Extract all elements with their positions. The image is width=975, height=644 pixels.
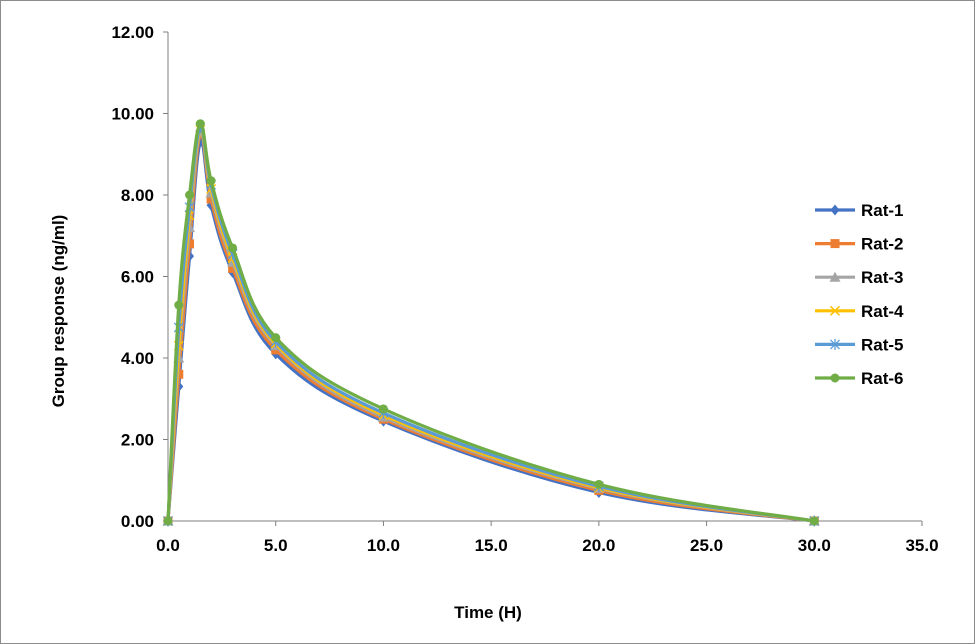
data-point [271, 333, 281, 343]
legend-label: Rat-2 [861, 235, 904, 254]
data-point [174, 300, 184, 310]
x-tick-label: 10.0 [367, 536, 400, 555]
x-tick-label: 25.0 [690, 536, 723, 555]
legend-item-rat-4: Rat-4 [815, 302, 904, 321]
x-tick-label: 15.0 [475, 536, 508, 555]
legend-item-rat-1: Rat-1 [815, 201, 904, 220]
data-point [195, 119, 205, 129]
legend-label: Rat-4 [861, 302, 904, 321]
legend-item-rat-6: Rat-6 [815, 369, 904, 388]
y-tick-label: 6.00 [121, 268, 154, 287]
x-tick-label: 20.0 [582, 536, 615, 555]
y-tick-label: 4.00 [121, 349, 154, 368]
x-tick-label: 30.0 [798, 536, 831, 555]
legend-label: Rat-6 [861, 369, 904, 388]
legend-item-rat-2: Rat-2 [815, 235, 904, 254]
x-tick-label: 0.0 [156, 536, 180, 555]
legend-marker [829, 271, 841, 282]
legend-label: Rat-5 [861, 335, 904, 354]
legend: Rat-1 Rat-2 Rat-3 Rat-4 Rat-5 Rat-6 [815, 201, 904, 388]
legend-marker [830, 373, 840, 383]
legend-marker [830, 239, 840, 249]
y-tick-label: 0.00 [121, 512, 154, 531]
legend-label: Rat-1 [861, 201, 904, 220]
legend-marker [830, 338, 840, 350]
data-point [163, 516, 173, 526]
data-point [594, 479, 604, 489]
series-rat-6 [163, 119, 819, 526]
x-tick-label: 35.0 [905, 536, 938, 555]
data-point [378, 404, 388, 414]
y-tick-label: 2.00 [121, 431, 154, 450]
y-tick-label: 8.00 [121, 186, 154, 205]
x-tick-label: 5.0 [264, 536, 288, 555]
legend-item-rat-5: Rat-5 [815, 335, 904, 354]
legend-marker [830, 204, 840, 216]
data-point [228, 243, 238, 253]
data-point [206, 176, 216, 186]
series-rat-5 [163, 122, 820, 527]
data-point [228, 263, 238, 273]
legend-label: Rat-3 [861, 268, 904, 287]
data-point [185, 190, 195, 200]
y-axis-title: Group response (ng/ml) [49, 215, 68, 408]
plot-area: 0.00 2.00 4.00 6.00 8.00 10.00 12.00 0.0 5.0 10.0… [111, 23, 938, 555]
x-axis-title: Time (H) [454, 603, 522, 622]
data-point [809, 516, 819, 526]
legend-marker [829, 305, 841, 316]
y-tick-label: 10.00 [111, 105, 154, 124]
legend-item-rat-3: Rat-3 [815, 268, 904, 287]
y-tick-label: 12.00 [111, 23, 154, 42]
series-layer [162, 119, 820, 527]
